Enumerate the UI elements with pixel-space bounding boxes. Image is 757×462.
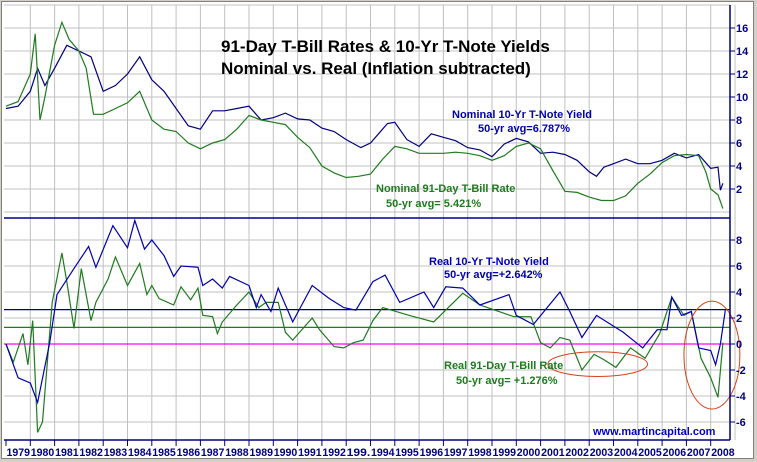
bottom-y-tick-label: -4 bbox=[736, 391, 747, 403]
x-tick-label: 2004 bbox=[614, 447, 638, 459]
x-tick-label: 1998 bbox=[468, 447, 492, 459]
label-nominal-10yr: Nominal 10-Yr T-Note Yield bbox=[452, 109, 592, 121]
top-y-tick-label: 12 bbox=[736, 69, 748, 81]
chart-title: 91-Day T-Bill Rates & 10-Yr T-Note Yield… bbox=[221, 37, 550, 56]
x-tick-label: 2000 bbox=[517, 447, 541, 459]
x-tick-label: 1984 bbox=[128, 447, 152, 459]
highlight-ellipse bbox=[683, 300, 741, 410]
series-nominal-10yr-line bbox=[5, 44, 724, 191]
top-y-tick-label: 6 bbox=[736, 138, 742, 150]
x-tick-label: 1991 bbox=[298, 447, 322, 459]
x-tick-label: 1996 bbox=[420, 447, 444, 459]
x-tick-label: 1990 bbox=[274, 447, 298, 459]
avg-nominal-10yr: 50-yr avg=6.787% bbox=[478, 123, 570, 135]
avg-real-tbill: 50-yr avg= +1.276% bbox=[456, 375, 558, 387]
avg-nominal-tbill: 50-yr avg= 5.421% bbox=[386, 198, 481, 210]
avg-real-10yr: 50-yr avg=+2.642% bbox=[444, 269, 543, 281]
x-tick-label: 1997 bbox=[444, 447, 468, 459]
x-tick-label: 1995 bbox=[395, 447, 419, 459]
bottom-y-tick-label: -2 bbox=[736, 365, 746, 377]
x-tick-label: 2007 bbox=[687, 447, 711, 459]
x-tick-label: 2008 bbox=[711, 447, 735, 459]
top-y-tick-label: 4 bbox=[736, 161, 743, 173]
x-tick-label: 199. bbox=[347, 447, 371, 459]
x-tick-label: 1979 bbox=[7, 447, 31, 459]
x-tick-label: 1982 bbox=[79, 447, 103, 459]
x-tick-label: 1994 bbox=[371, 447, 395, 459]
x-tick-label: 1986 bbox=[177, 447, 201, 459]
x-tick-label: 1983 bbox=[104, 447, 128, 459]
x-tick-label: 2002 bbox=[565, 447, 589, 459]
x-tick-label: 1988 bbox=[225, 447, 249, 459]
series-nominal-tbill-line bbox=[5, 20, 724, 209]
watermark-url: www.martincapital.com bbox=[592, 426, 716, 438]
x-tick-label: 2005 bbox=[638, 447, 662, 459]
series-real-10yr-line bbox=[5, 218, 726, 405]
x-tick-label: 2006 bbox=[663, 447, 687, 459]
label-real-10yr: Real 10-Yr T-Note Yield bbox=[429, 256, 549, 268]
top-y-tick-label: 2 bbox=[736, 184, 742, 196]
bottom-y-tick-label: 8 bbox=[736, 235, 742, 247]
bottom-y-tick-label: 2 bbox=[736, 313, 742, 325]
x-tick-label: 2003 bbox=[590, 447, 614, 459]
x-tick-label: 1980 bbox=[31, 447, 55, 459]
top-y-tick-label: 14 bbox=[736, 46, 749, 58]
top-y-tick-label: 16 bbox=[736, 23, 748, 35]
x-tick-label: 2001 bbox=[541, 447, 565, 459]
top-y-tick-label: 8 bbox=[736, 115, 742, 127]
label-nominal-tbill: Nominal 91-Day T-Bill Rate bbox=[376, 183, 515, 195]
x-tick-label: 1999 bbox=[493, 447, 517, 459]
x-tick-label: 1992 bbox=[322, 447, 346, 459]
x-tick-label: 1985 bbox=[152, 447, 176, 459]
bottom-y-tick-label: 4 bbox=[736, 287, 743, 299]
series-real-tbill-line bbox=[5, 252, 724, 433]
bottom-y-tick-label: 6 bbox=[736, 261, 742, 273]
label-real-tbill: Real 91-Day T-Bill Rate bbox=[444, 360, 563, 372]
bottom-y-tick-label: -6 bbox=[736, 417, 746, 429]
x-tick-label: 1981 bbox=[55, 447, 79, 459]
bottom-y-tick-label: 0 bbox=[736, 339, 742, 351]
x-tick-label: 1989 bbox=[250, 447, 274, 459]
highlight-ellipse bbox=[547, 351, 649, 377]
x-tick-label: 1987 bbox=[201, 447, 225, 459]
chart-subtitle: Nominal vs. Real (Inflation subtracted) bbox=[221, 59, 531, 78]
top-y-tick-label: 10 bbox=[736, 92, 748, 104]
